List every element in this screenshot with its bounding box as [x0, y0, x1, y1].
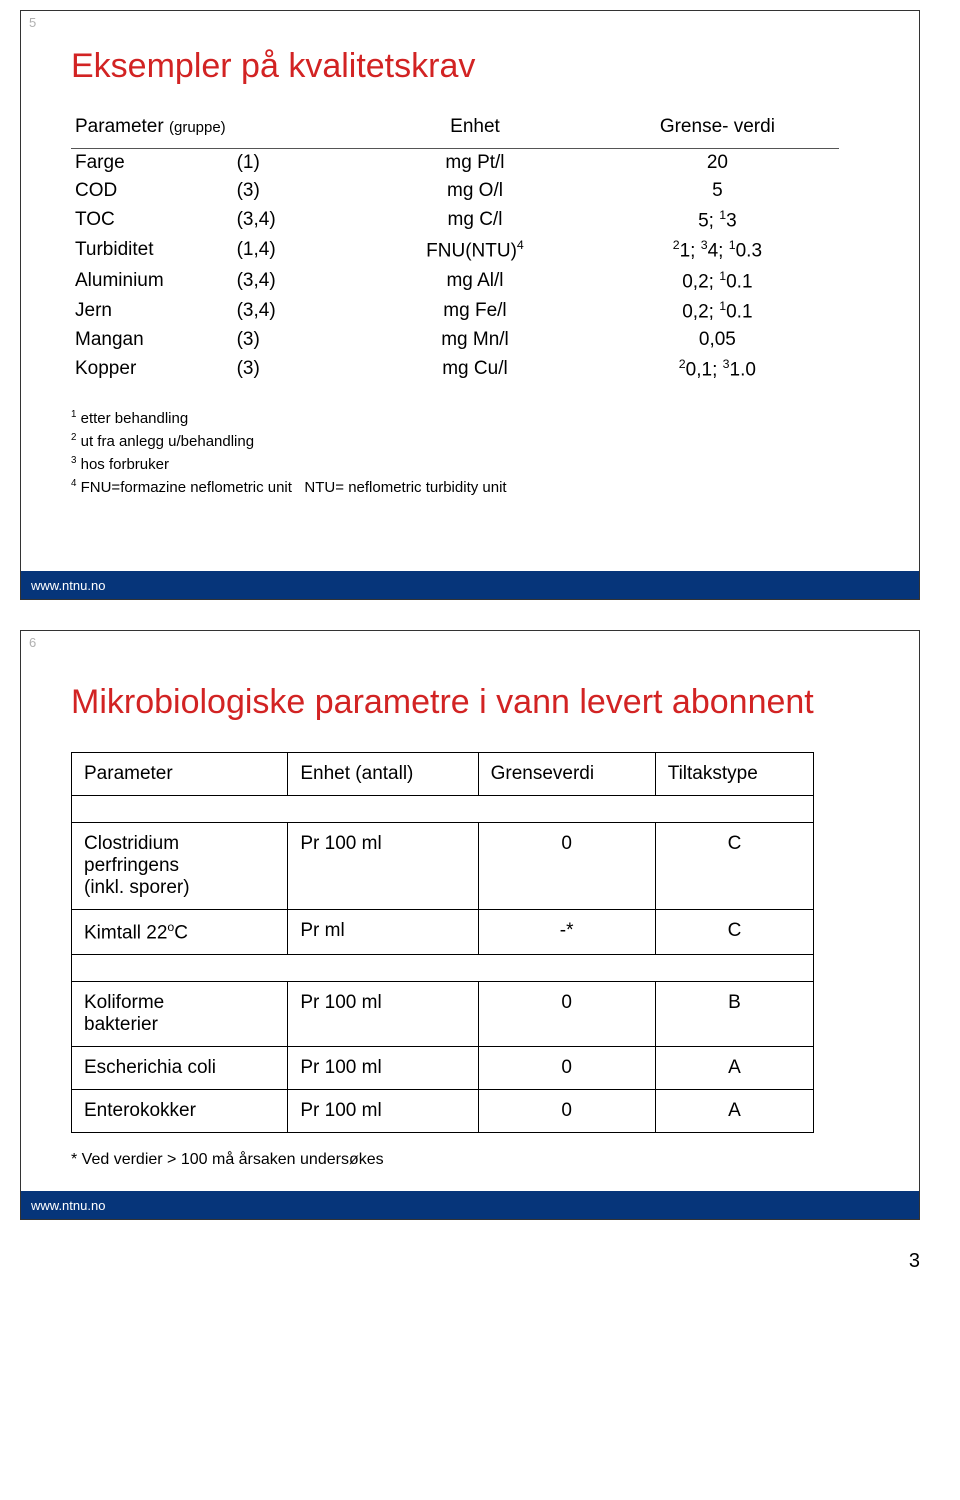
- table-footnote: * Ved verdier > 100 må årsaken undersøke…: [71, 1151, 879, 1169]
- cell-type: C: [655, 909, 814, 954]
- cell-parameter: Escherichia coli: [72, 1046, 288, 1089]
- footnote-1: 1 etter behandling: [71, 407, 879, 430]
- cell-unit: Pr 100 ml: [288, 822, 478, 909]
- cell-group: (1,4): [233, 235, 354, 265]
- footer-bar: www.ntnu.no: [21, 1191, 919, 1219]
- cell-unit: Pr 100 ml: [288, 1046, 478, 1089]
- page-number: 3: [0, 1250, 960, 1293]
- slide-title: Mikrobiologiske parametre i vann levert …: [71, 681, 879, 724]
- cell-name: COD: [71, 177, 233, 205]
- cell-limit: 0: [478, 1089, 655, 1132]
- cell-type: B: [655, 981, 814, 1046]
- cell-type: A: [655, 1046, 814, 1089]
- cell-name: Jern: [71, 296, 233, 326]
- col-unit: Enhet: [354, 110, 596, 149]
- cell-parameter: Clostridiumperfringens(inkl. sporer): [72, 822, 288, 909]
- slide-body: Mikrobiologiske parametre i vann levert …: [21, 631, 919, 1191]
- col-limit: Grenseverdi: [478, 752, 655, 795]
- cell-group: (1): [233, 149, 354, 178]
- footer-text: www.ntnu.no: [31, 1198, 105, 1213]
- cell-type: A: [655, 1089, 814, 1132]
- col-type: Tiltakstype: [655, 752, 814, 795]
- table-row: Kopper(3)mg Cu/l20,1; 31.0: [71, 354, 839, 384]
- cell-limit: 0,2; 10.1: [596, 296, 838, 326]
- cell-type: C: [655, 822, 814, 909]
- cell-limit: -*: [478, 909, 655, 954]
- cell-limit: 0,2; 10.1: [596, 266, 838, 296]
- cell-unit: Pr ml: [288, 909, 478, 954]
- cell-group: (3,4): [233, 296, 354, 326]
- table-row: COD(3)mg O/l5: [71, 177, 839, 205]
- cell-unit: mg Fe/l: [354, 296, 596, 326]
- cell-group: (3): [233, 177, 354, 205]
- cell-name: Turbiditet: [71, 235, 233, 265]
- footnote-4: 4 FNU=formazine neflometric unit NTU= ne…: [71, 476, 879, 499]
- cell-parameter: Kimtall 22oC: [72, 909, 288, 954]
- slide-title: Eksempler på kvalitetskrav: [71, 47, 879, 86]
- cell-group: (3): [233, 326, 354, 354]
- footnote-3: 3 hos forbruker: [71, 453, 879, 476]
- cell-unit: Pr 100 ml: [288, 1089, 478, 1132]
- footer-text: www.ntnu.no: [31, 578, 105, 593]
- cell-limit: 20: [596, 149, 838, 178]
- cell-group: (3): [233, 354, 354, 384]
- col-unit: Enhet (antall): [288, 752, 478, 795]
- table-row: Escherichia coliPr 100 ml0A: [72, 1046, 814, 1089]
- cell-parameter: Enterokokker: [72, 1089, 288, 1132]
- footer-bar: www.ntnu.no: [21, 571, 919, 599]
- footnote-2: 2 ut fra anlegg u/behandling: [71, 430, 879, 453]
- cell-limit: 5; 13: [596, 205, 838, 235]
- cell-limit: 0: [478, 981, 655, 1046]
- slide-body: Eksempler på kvalitetskrav Parameter (gr…: [21, 11, 919, 571]
- label: Parameter: [75, 116, 164, 137]
- table-header-row: Parameter (gruppe) Enhet Grense- verdi: [71, 110, 839, 149]
- table-header-row: Parameter Enhet (antall) Grenseverdi Til…: [72, 752, 814, 795]
- table-row: Jern(3,4)mg Fe/l0,2; 10.1: [71, 296, 839, 326]
- cell-name: Farge: [71, 149, 233, 178]
- cell-limit: 21; 34; 10.3: [596, 235, 838, 265]
- cell-unit: FNU(NTU)4: [354, 235, 596, 265]
- cell-unit: mg O/l: [354, 177, 596, 205]
- cell-parameter: Koliformebakterier: [72, 981, 288, 1046]
- table-row: Farge(1)mg Pt/l20: [71, 149, 839, 178]
- cell-limit: 5: [596, 177, 838, 205]
- cell-name: TOC: [71, 205, 233, 235]
- table-row: KoliformebakterierPr 100 ml0B: [72, 981, 814, 1046]
- table-row: Aluminium(3,4)mg Al/l0,2; 10.1: [71, 266, 839, 296]
- cell-unit: Pr 100 ml: [288, 981, 478, 1046]
- col-limit: Grense- verdi: [596, 110, 838, 149]
- col-parameter: Parameter (gruppe): [71, 110, 354, 149]
- slide-6: 6 Mikrobiologiske parametre i vann lever…: [20, 630, 920, 1220]
- cell-unit: mg Al/l: [354, 266, 596, 296]
- parameter-table: Parameter (gruppe) Enhet Grense- verdi F…: [71, 110, 839, 385]
- slide-5: 5 Eksempler på kvalitetskrav Parameter (…: [20, 10, 920, 600]
- cell-name: Kopper: [71, 354, 233, 384]
- cell-limit: 0,05: [596, 326, 838, 354]
- table-row: Mangan(3)mg Mn/l0,05: [71, 326, 839, 354]
- slide-number: 5: [29, 15, 36, 30]
- col-parameter: Parameter: [72, 752, 288, 795]
- table-row: Clostridiumperfringens(inkl. sporer)Pr 1…: [72, 822, 814, 909]
- cell-limit: 0: [478, 822, 655, 909]
- table-row: Turbiditet(1,4)FNU(NTU)421; 34; 10.3: [71, 235, 839, 265]
- cell-unit: mg Cu/l: [354, 354, 596, 384]
- micro-table: Parameter Enhet (antall) Grenseverdi Til…: [71, 752, 814, 1133]
- label: (gruppe): [169, 119, 226, 136]
- cell-unit: mg Pt/l: [354, 149, 596, 178]
- slide-number: 6: [29, 635, 36, 650]
- cell-name: Aluminium: [71, 266, 233, 296]
- cell-group: (3,4): [233, 266, 354, 296]
- table-row: TOC(3,4)mg C/l5; 13: [71, 205, 839, 235]
- table-row: Kimtall 22oCPr ml-*C: [72, 909, 814, 954]
- cell-unit: mg C/l: [354, 205, 596, 235]
- cell-name: Mangan: [71, 326, 233, 354]
- cell-limit: 20,1; 31.0: [596, 354, 838, 384]
- cell-group: (3,4): [233, 205, 354, 235]
- cell-limit: 0: [478, 1046, 655, 1089]
- cell-unit: mg Mn/l: [354, 326, 596, 354]
- table-row: EnterokokkerPr 100 ml0A: [72, 1089, 814, 1132]
- footnotes: 1 etter behandling 2 ut fra anlegg u/beh…: [71, 407, 879, 500]
